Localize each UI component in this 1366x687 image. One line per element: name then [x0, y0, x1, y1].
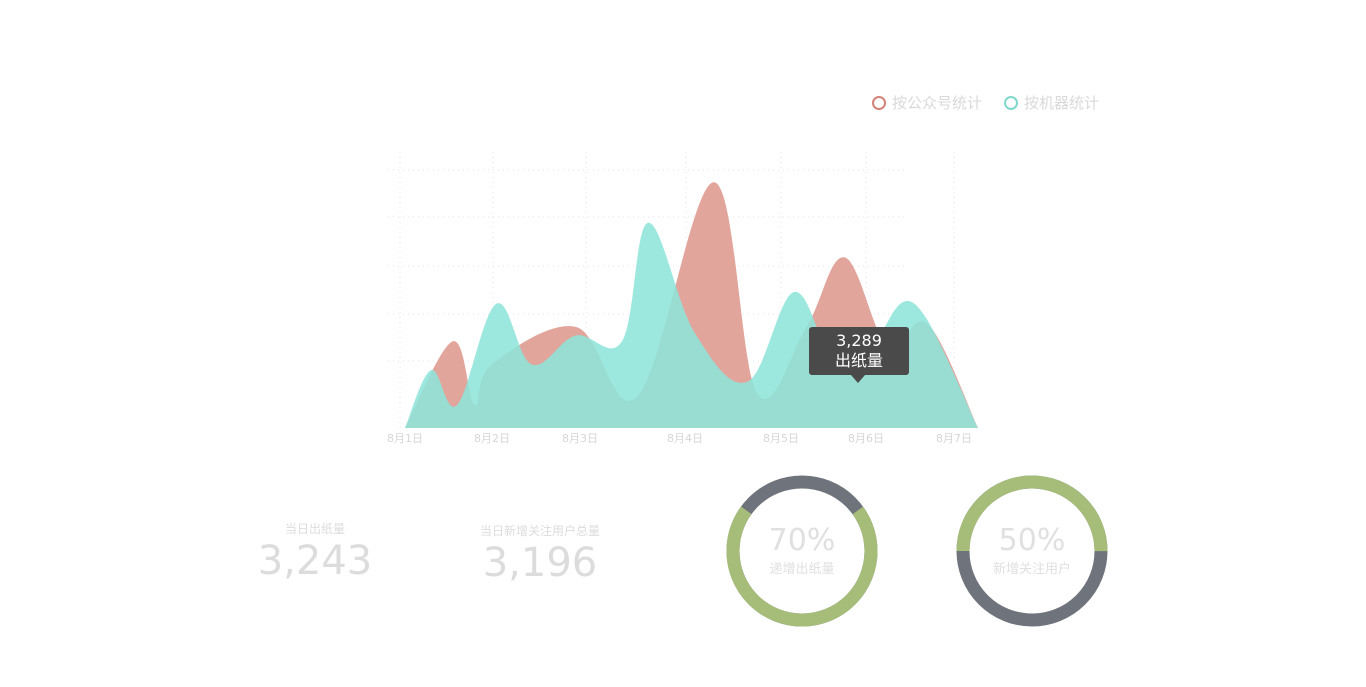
chart-legend: 按公众号统计 按机器统计 — [872, 92, 1099, 113]
stat-label: 当日出纸量 — [284, 522, 345, 536]
x-tick-label: 8月1日 — [387, 432, 423, 445]
x-tick-label: 8月6日 — [848, 432, 884, 445]
stat-label: 当日新增关注用户总量 — [479, 524, 600, 538]
legend-item-official-account[interactable]: 按公众号统计 — [872, 92, 982, 113]
donut-label: 新增关注用户 — [992, 562, 1071, 577]
legend-circle-icon — [872, 95, 886, 110]
stat-value: 3,196 — [482, 540, 598, 586]
legend-circle-icon — [1004, 95, 1019, 110]
tooltip-value: 3,289 — [836, 331, 882, 350]
x-tick-label: 8月4日 — [667, 432, 703, 445]
x-tick-label: 8月2日 — [474, 432, 510, 445]
donut-percent: 70% — [768, 523, 836, 558]
legend-label: 按机器统计 — [1024, 94, 1100, 112]
stat-value: 3,243 — [257, 538, 373, 584]
donut-ring — [726, 475, 878, 627]
tooltip-label: 出纸量 — [834, 351, 883, 370]
donut-paper-growth: 70% 递增出纸量 — [726, 475, 878, 627]
x-tick-label: 8月3日 — [562, 432, 598, 445]
series-area-1[interactable] — [405, 222, 978, 428]
legend-item-machine[interactable]: 按机器统计 — [1004, 92, 1099, 113]
donut-fill — [956, 475, 1108, 627]
chart-tooltip: 3,289 出纸量 — [809, 327, 909, 383]
stat-daily-paper: 当日出纸量 3,243 — [250, 520, 380, 583]
x-tick-label: 8月5日 — [763, 432, 799, 445]
donut-label: 递增出纸量 — [769, 562, 835, 577]
stat-new-followers: 当日新增关注用户总量 3,196 — [460, 522, 620, 585]
legend-label: 按公众号统计 — [892, 94, 983, 112]
x-tick-label: 8月7日 — [936, 432, 972, 445]
donut-new-followers: 50% 新增关注用户 — [956, 475, 1108, 627]
donut-ring — [956, 475, 1108, 627]
donut-percent: 50% — [998, 523, 1066, 558]
